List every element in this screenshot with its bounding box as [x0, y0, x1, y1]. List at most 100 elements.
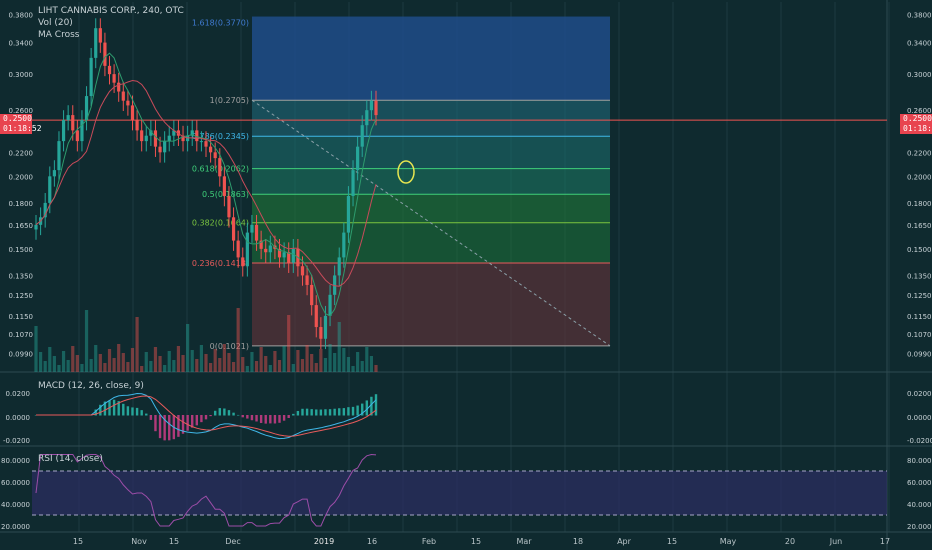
- macd-histogram-bar: [200, 415, 203, 423]
- price-badge-right: 0.2500: [900, 114, 932, 124]
- candle-body: [231, 217, 236, 241]
- volume-bar: [107, 349, 112, 372]
- volume-bar: [333, 353, 337, 372]
- volume-bar: [117, 344, 121, 372]
- candle-body: [71, 115, 75, 131]
- volume-bar: [213, 349, 217, 372]
- macd-histogram-bar: [122, 403, 125, 416]
- price-tick-right: 0.1150: [907, 313, 932, 321]
- volume-bar: [126, 362, 130, 372]
- time-tick: 18: [573, 537, 583, 546]
- candle-body: [346, 195, 351, 233]
- macd-tick-left: 0.0000: [6, 414, 31, 422]
- volume-bar: [287, 315, 291, 372]
- time-tick: Apr: [617, 537, 632, 546]
- macd-histogram-bar: [255, 415, 258, 422]
- time-tick: Dec: [225, 537, 240, 546]
- volume-bar: [351, 366, 355, 372]
- price-tick-right: 0.3000: [907, 71, 932, 79]
- volume-bar: [305, 345, 309, 372]
- candle-body: [172, 130, 176, 136]
- candle-body: [126, 100, 130, 106]
- ma-cross-legend: MA Cross: [38, 30, 80, 40]
- macd-histogram-bar: [351, 406, 355, 416]
- macd-histogram-bar: [223, 408, 226, 416]
- ma-fast-line: [35, 52, 377, 317]
- candle-body: [186, 135, 190, 142]
- candle-body: [291, 248, 295, 263]
- price-tick-right: 0.1500: [907, 246, 932, 254]
- candle-body: [208, 146, 213, 153]
- fib-zone: [252, 222, 610, 264]
- candle-body: [181, 135, 185, 142]
- volume-bar: [227, 353, 231, 372]
- volume-bar: [158, 356, 162, 372]
- volume-bar: [314, 363, 318, 372]
- annotation-circle: [397, 160, 415, 184]
- candle-body: [356, 146, 360, 171]
- candle-body: [163, 141, 167, 153]
- price-tick-right: 0.1650: [907, 222, 932, 230]
- macd-histogram-bar: [305, 408, 309, 416]
- rsi-tick-right: 40.0000: [907, 501, 932, 509]
- volume-bar: [319, 349, 323, 372]
- fib-level-label: 1(0.2705): [210, 96, 249, 105]
- fib-zone: [252, 100, 610, 137]
- volume-bar: [356, 352, 360, 372]
- candle-body: [121, 91, 125, 101]
- macd-histogram-bar: [246, 415, 249, 419]
- candle-body: [319, 327, 323, 339]
- fib-trend-line: [251, 99, 611, 347]
- fib-zone: [252, 168, 610, 195]
- candle-body: [34, 224, 38, 230]
- volume-bar: [38, 352, 43, 372]
- volume-bar: [310, 354, 314, 372]
- macd-histogram-bar: [195, 415, 199, 426]
- price-tick-left: 0.1350: [9, 272, 34, 280]
- price-tick-left: 0.1800: [9, 200, 34, 208]
- candle-body: [277, 248, 282, 258]
- macd-histogram-bar: [168, 415, 171, 441]
- volume-legend: Vol (20): [38, 18, 73, 28]
- time-tick: 15: [73, 537, 83, 546]
- macd-histogram-bar: [250, 415, 254, 421]
- candle-body: [112, 74, 116, 83]
- candle-body: [365, 110, 369, 126]
- fib-zone: [252, 136, 610, 169]
- time-tick: 15: [169, 537, 179, 546]
- volume-bar: [195, 359, 199, 372]
- macd-histogram-bar: [218, 408, 221, 416]
- candle-body: [337, 257, 341, 276]
- candle-body: [369, 100, 374, 111]
- macd-signal-line: [36, 395, 377, 437]
- price-tick-right: 0.2200: [907, 149, 932, 157]
- macd-histogram-bar: [103, 401, 107, 416]
- rsi-legend: RSI (14, close): [38, 454, 103, 464]
- volume-bar: [167, 351, 171, 372]
- volume-bar: [61, 351, 66, 372]
- candle-body: [57, 141, 61, 171]
- volume-bar: [112, 358, 116, 372]
- macd-histogram-bar: [374, 394, 378, 416]
- macd-tick-left: -0.0200: [3, 437, 30, 445]
- volume-bar: [98, 354, 102, 372]
- fib-level-label: 0.786(0.2345): [192, 132, 249, 141]
- candle-body: [66, 115, 70, 121]
- volume-bar: [66, 360, 70, 372]
- candle-body: [374, 100, 378, 116]
- macd-histogram-bar: [177, 415, 180, 437]
- macd-legend: MACD (12, 26, close, 9): [38, 381, 144, 391]
- candle-body: [117, 82, 121, 92]
- macd-histogram-bar: [112, 399, 116, 416]
- candle-body: [236, 240, 240, 258]
- volume-bar: [254, 361, 259, 372]
- candle-body: [264, 248, 268, 253]
- volume-bar: [121, 353, 125, 372]
- macd-histogram-bar: [140, 410, 143, 416]
- candle-body: [259, 240, 263, 249]
- price-tick-right: 0.0990: [907, 351, 932, 359]
- candle-body: [199, 141, 204, 143]
- time-tick: 17: [880, 537, 890, 546]
- candle-body: [360, 125, 364, 147]
